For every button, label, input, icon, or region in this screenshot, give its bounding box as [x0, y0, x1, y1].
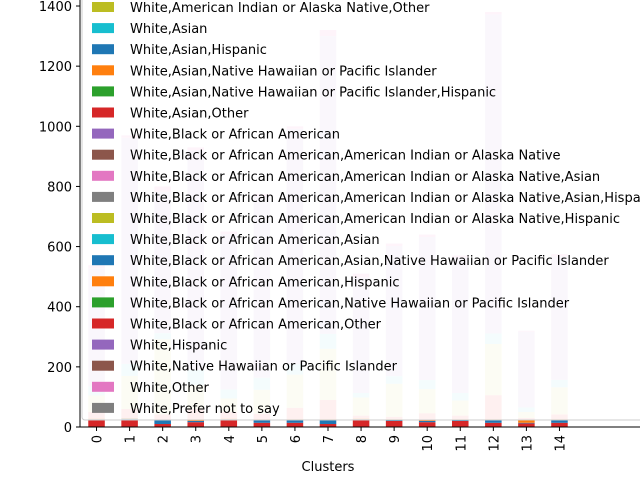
- legend-label: White,Black or African American,American…: [130, 212, 620, 227]
- bar-segment-0-0: [88, 420, 105, 427]
- bar-segment-2-1: [154, 420, 171, 424]
- legend: White,American Indian or Alaska Native,O…: [81, 0, 640, 421]
- legend-label: White,Asian: [130, 22, 207, 37]
- x-axis-label: Clusters: [302, 460, 355, 475]
- bar-segment-4-0: [220, 420, 238, 427]
- x-tick-label: 12: [487, 435, 502, 452]
- y-tick-label: 200: [47, 361, 72, 376]
- bar-segment-13-1: [518, 422, 535, 424]
- y-tick-label: 1000: [39, 120, 72, 135]
- x-tick-label: 13: [520, 435, 535, 452]
- legend-label: White,Black or African American,Asian: [130, 233, 380, 248]
- bar-segment-5-1: [253, 419, 271, 423]
- legend-label: White,Asian,Native Hawaiian or Pacific I…: [130, 85, 496, 100]
- y-tick-label: 400: [47, 301, 72, 316]
- legend-label: White,Asian,Other: [130, 107, 249, 122]
- legend-label: White,Black or African American,Asian,Na…: [130, 254, 609, 269]
- legend-swatch: [92, 297, 114, 308]
- bar-segment-13-0: [518, 423, 535, 427]
- legend-label: White,Black or African American,Hispanic: [130, 275, 400, 290]
- y-tick-label: 800: [47, 180, 72, 195]
- bar-segment-12-1: [485, 419, 502, 423]
- bar-segment-11-0: [452, 420, 469, 427]
- bar-segment-1-0: [121, 419, 138, 427]
- y-tick-label: 600: [47, 241, 72, 256]
- y-tick-label: 1400: [39, 0, 72, 15]
- bar-segment-7-1: [319, 419, 337, 424]
- legend-label: White,Black or African American,Native H…: [130, 296, 570, 311]
- x-tick-label: 6: [289, 435, 304, 443]
- bar-segment-10-2: [418, 420, 436, 421]
- legend-label: White,Black or African American,American…: [130, 149, 561, 164]
- legend-swatch: [92, 276, 114, 287]
- legend-swatch: [92, 170, 114, 181]
- x-tick-label: 14: [553, 435, 568, 452]
- legend-swatch: [92, 107, 114, 118]
- legend-label: White,Asian,Hispanic: [130, 43, 267, 58]
- legend-swatch: [92, 234, 114, 245]
- legend-swatch: [92, 23, 114, 34]
- x-tick-label: 11: [454, 435, 469, 452]
- bar-segment-3-1: [187, 420, 204, 423]
- legend-swatch: [92, 402, 114, 413]
- legend-swatch: [92, 255, 114, 266]
- legend-swatch: [92, 213, 114, 223]
- legend-swatch: [92, 65, 114, 76]
- bar-segment-12-0: [485, 422, 502, 427]
- legend-label: White,American Indian or Alaska Native,O…: [130, 1, 430, 16]
- bar-segment-2-0: [154, 423, 171, 427]
- legend-label: White,Black or African American: [130, 128, 340, 143]
- x-tick-label: 7: [322, 435, 337, 443]
- bar-segment-6-0: [286, 422, 304, 427]
- x-tick-label: 2: [157, 435, 172, 443]
- x-tick-label: 9: [388, 435, 403, 443]
- legend-label: White,Black or African American,American…: [130, 170, 600, 185]
- legend-label: White,Other: [130, 381, 209, 396]
- bar-segment-10-0: [418, 422, 436, 427]
- legend-swatch: [92, 339, 114, 350]
- legend-label: White,Asian,Native Hawaiian or Pacific I…: [130, 64, 437, 79]
- x-tick-label: 8: [355, 435, 370, 443]
- legend-label: White,Black or African American,Other: [130, 318, 382, 333]
- bar-segment-8-0: [352, 420, 370, 427]
- legend-swatch: [92, 318, 114, 329]
- x-tick-label: 0: [91, 435, 106, 443]
- x-tick-label: 3: [190, 435, 205, 443]
- legend-swatch: [92, 360, 114, 371]
- bar-segment-13-2: [518, 419, 535, 423]
- bar-segment-14-1: [551, 419, 568, 423]
- legend-label: White,Prefer not to say: [130, 402, 280, 417]
- bar-segment-9-0: [385, 420, 403, 427]
- bar-segment-6-1: [286, 419, 304, 423]
- y-tick-label: 0: [64, 421, 72, 436]
- legend-box: [81, 0, 640, 421]
- legend-swatch: [92, 2, 114, 12]
- bar-segment-14-0: [551, 422, 568, 427]
- legend-swatch: [92, 149, 114, 160]
- legend-label: White,Native Hawaiian or Pacific Islande…: [130, 360, 398, 375]
- legend-swatch: [92, 191, 114, 202]
- legend-swatch: [92, 86, 114, 97]
- bar-segment-5-0: [253, 422, 271, 427]
- legend-swatch: [92, 44, 114, 55]
- legend-label: White,Hispanic: [130, 339, 227, 354]
- legend-swatch: [92, 381, 114, 392]
- x-tick-label: 5: [256, 435, 271, 443]
- x-tick-label: 10: [421, 435, 436, 452]
- legend-swatch: [92, 128, 114, 139]
- x-tick-label: 1: [124, 435, 139, 443]
- bar-segment-3-0: [187, 422, 204, 427]
- x-tick-label: 4: [223, 435, 238, 443]
- legend-label: White,Black or African American,American…: [130, 191, 640, 206]
- bar-segment-7-0: [319, 423, 337, 427]
- bar-segment-10-1: [418, 420, 436, 423]
- y-tick-label: 1200: [39, 60, 72, 75]
